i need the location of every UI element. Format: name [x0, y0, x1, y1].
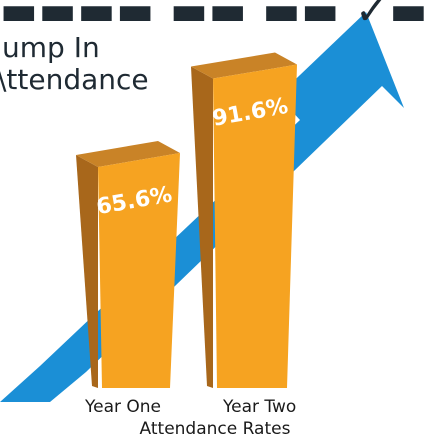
x-tick-label-year-one: Year One: [85, 397, 162, 417]
x-tick-label-year-two: Year Two: [223, 397, 297, 417]
growth-arrow: [0, 12, 404, 402]
bar-top-year-two: [191, 52, 297, 79]
x-axis-label: Attendance Rates: [139, 419, 291, 439]
bar-top-year-one: [76, 140, 180, 167]
bar-year-two: 91.6%: [191, 52, 297, 388]
headline-line-3: \ttendance: [0, 63, 149, 96]
headline-line-2: ump In: [2, 31, 100, 64]
bars-layer: 65.6%91.6%: [76, 52, 297, 388]
bar-front-year-one: [98, 152, 180, 388]
bar-year-one: 65.6%: [76, 140, 180, 388]
bar-front-year-two: [213, 64, 297, 388]
headline-line-1: ▬▬▬▬ ▬▬ ▬▬ ✓▬: [0, 0, 429, 34]
bar-side-year-two: [191, 66, 213, 388]
bar-side-year-one: [76, 154, 98, 388]
